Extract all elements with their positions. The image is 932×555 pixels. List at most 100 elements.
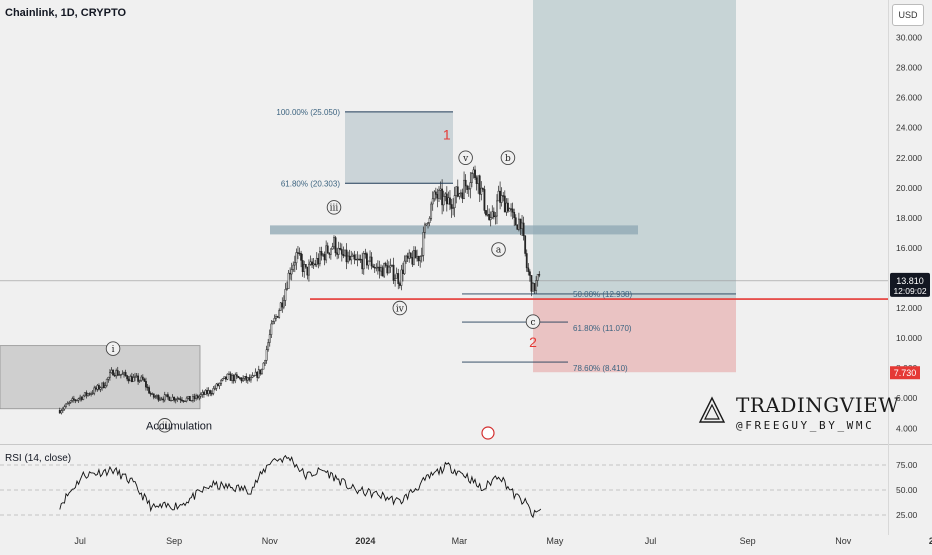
candle-body (221, 378, 224, 381)
candle-body (336, 252, 339, 255)
candle-body (286, 288, 288, 290)
chart-title: Chainlink, 1D, CRYPTO (5, 7, 127, 19)
stop-zone (533, 299, 736, 373)
candle-body (223, 376, 226, 379)
candle-body (115, 370, 118, 377)
candle-body (356, 258, 359, 261)
candle-body (355, 259, 357, 261)
candle-body (340, 249, 343, 255)
candle-body (176, 398, 179, 400)
candle-body (497, 190, 500, 202)
candle-body (384, 263, 387, 266)
candle-body (165, 394, 168, 396)
candle-body (453, 195, 456, 209)
candle-body (489, 217, 492, 220)
candle-body (145, 381, 147, 388)
candle-body (99, 387, 102, 390)
candle-body (439, 188, 442, 191)
candle-body (417, 256, 420, 262)
candle-body (138, 380, 141, 382)
price-tick-label: 6.000 (896, 393, 918, 403)
fib-level-label: 100.00% (25.050) (276, 108, 340, 117)
candle-body (171, 396, 174, 401)
candle-body (322, 254, 324, 256)
candle-body (306, 266, 309, 276)
candle-body (364, 253, 367, 255)
currency-button[interactable]: USD (892, 4, 924, 26)
candle-body (331, 246, 334, 250)
candle-body (168, 396, 171, 401)
candle-body (532, 283, 534, 292)
wave-marker-label: a (496, 246, 502, 256)
candle-body (430, 203, 433, 219)
candle-body (533, 283, 536, 291)
candle-body (162, 398, 165, 401)
candle-body (210, 393, 213, 395)
candle-body (94, 387, 97, 390)
candle-body (204, 390, 207, 395)
candle-body (452, 207, 454, 209)
candle-body (250, 377, 252, 381)
candle-body (422, 232, 425, 256)
candle-body (350, 256, 353, 261)
wave-marker-circle (392, 300, 408, 316)
candle-body (375, 267, 378, 269)
candle-body (314, 263, 317, 266)
candle-body (442, 196, 445, 206)
wave-marker-circle (500, 150, 516, 166)
candle-body (253, 375, 255, 377)
candle-body (287, 272, 290, 289)
candle-body (228, 373, 230, 375)
fib-level-label: 78.60% (8.410) (573, 364, 628, 373)
candle-body (246, 377, 249, 381)
candle-body (320, 251, 323, 256)
tradingview-logo-inner (704, 403, 720, 420)
candle-body (278, 310, 281, 318)
candle-body (72, 398, 75, 401)
candle-body (199, 394, 202, 397)
candle-body (298, 252, 301, 255)
candle-body (96, 385, 99, 390)
candle-body (207, 390, 210, 395)
candle-body (206, 390, 208, 395)
candle-body (328, 252, 331, 255)
candle-body (198, 396, 201, 399)
candle-body (170, 399, 172, 402)
candle-body (402, 269, 404, 275)
candle-body (195, 395, 198, 399)
candle-body (85, 392, 88, 396)
candle-body (467, 188, 470, 190)
candle-body (185, 397, 188, 402)
candle-body (369, 256, 371, 262)
candle-body (329, 248, 332, 255)
x-tick-label: Jul (74, 536, 86, 546)
candle-body (413, 250, 415, 265)
price-tick-label: 30.000 (896, 33, 922, 43)
candle-body (143, 379, 146, 382)
candle-body (483, 189, 486, 211)
candle-body (71, 398, 74, 401)
x-tick-label: May (546, 536, 564, 546)
wave-marker-label: b (505, 154, 511, 164)
candle-body (362, 253, 365, 270)
candle-body (232, 375, 235, 382)
candle-body (503, 195, 506, 213)
candle-body (65, 403, 67, 407)
candle-body (353, 254, 356, 260)
candle-body (391, 264, 393, 267)
fib-level-label: 61.80% (20.303) (281, 179, 340, 188)
candle-body (345, 249, 348, 263)
price-tick-label: 16.000 (896, 243, 922, 253)
candle-body (254, 371, 257, 376)
rsi-line (59, 454, 542, 519)
rsi-tick-label: 50.00 (896, 485, 918, 495)
fib-level-label: 50.00% (12.938) (573, 290, 632, 299)
candle-body (113, 374, 116, 377)
candle-body (309, 261, 312, 265)
candle-body (519, 218, 522, 229)
candle-body (508, 208, 511, 212)
candle-body (486, 214, 489, 216)
candle-body (496, 200, 498, 217)
candle-body (478, 175, 481, 195)
